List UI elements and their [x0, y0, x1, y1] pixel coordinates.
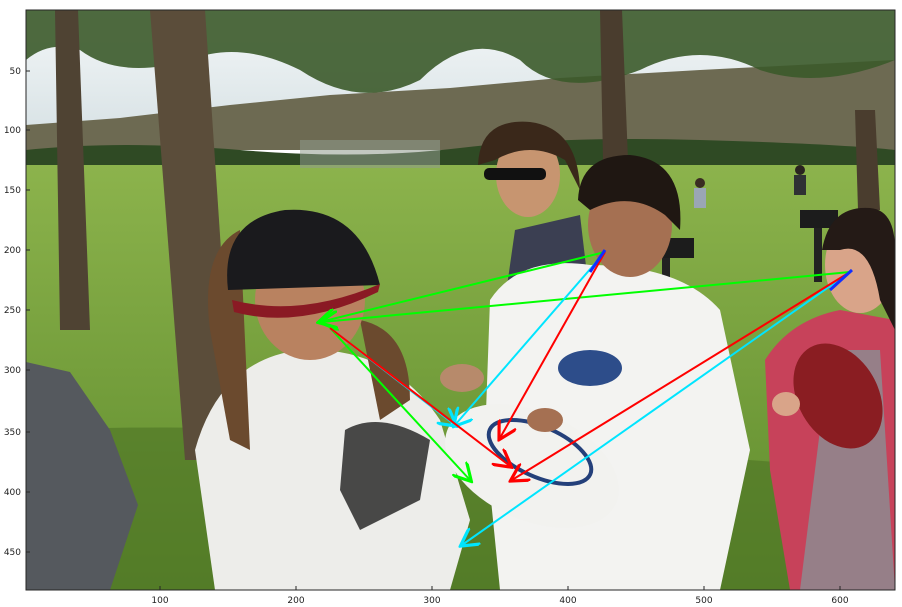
background-kid-1	[694, 178, 706, 208]
football	[793, 343, 883, 449]
gaze-arrow-green-3	[329, 327, 470, 480]
tree-trunk-left	[55, 10, 90, 330]
foliage-top	[26, 10, 895, 93]
gaze-arrow-red-2	[500, 251, 606, 438]
gaze-arrow-cyan-3	[462, 271, 851, 545]
axes-frame	[25, 9, 896, 591]
gaze-arrow-blue-2	[828, 268, 854, 292]
photo	[26, 10, 895, 590]
person-gray-shirt-edge	[26, 362, 138, 590]
gaze-arrow-blue-1	[588, 249, 607, 273]
hand-girl	[772, 392, 800, 416]
gaze-arrow-cyan-2	[455, 251, 606, 425]
x-tick-label: 300	[423, 596, 440, 606]
y-tick-label: 300	[4, 366, 21, 376]
x-tick-label: 600	[831, 596, 848, 606]
y-tick-label: 350	[4, 428, 21, 438]
x-tick-label: 500	[695, 596, 712, 606]
gaze-arrow-red-3	[512, 271, 851, 480]
y-tick-label: 50	[10, 67, 22, 77]
backstop-fence	[300, 140, 440, 168]
tree-trunk-right	[855, 110, 880, 210]
hand-left	[440, 364, 484, 392]
gaze-arrows	[320, 249, 854, 545]
person-beanie-left	[195, 209, 470, 590]
x-axis: 100 200 300 400 500 600	[151, 586, 849, 606]
gaze-arrow-red-1	[329, 327, 510, 466]
x-tick-label: 100	[151, 596, 168, 606]
hills	[26, 60, 895, 150]
y-axis: 50 100 150 200 250 300 350 400 450	[4, 67, 30, 558]
grill-post-1	[662, 238, 670, 288]
gaze-arrow-green-2	[322, 271, 851, 322]
background-kid-2	[794, 165, 806, 195]
grill-box-2	[800, 210, 838, 228]
gaze-arrow-green-1	[320, 251, 606, 322]
y-tick-label: 250	[4, 306, 21, 316]
x-tick-label: 400	[559, 596, 576, 606]
y-tick-label: 200	[4, 246, 21, 256]
y-tick-label: 150	[4, 186, 21, 196]
tree-trunk-mid	[600, 10, 628, 160]
y-tick-label: 400	[4, 488, 21, 498]
shirt-logo	[558, 350, 622, 386]
y-tick-label: 450	[4, 548, 21, 558]
grill-post-2	[814, 212, 822, 282]
hand-right	[527, 408, 563, 432]
x-tick-label: 200	[287, 596, 304, 606]
y-tick-label: 100	[4, 126, 21, 136]
